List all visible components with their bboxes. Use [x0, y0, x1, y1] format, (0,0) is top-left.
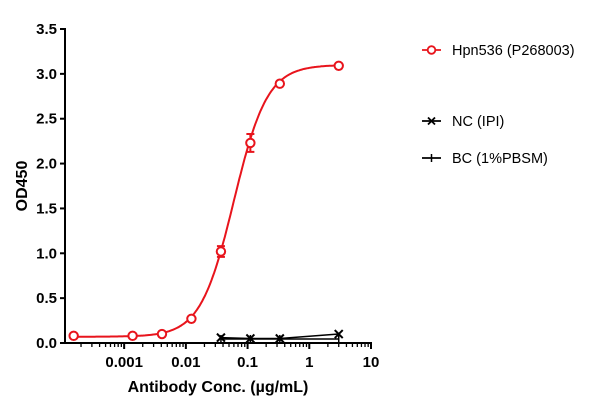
- x-tick-label: 1: [305, 354, 313, 371]
- y-tick-label: 1.0: [36, 245, 57, 262]
- x-tick-label: 0.1: [237, 354, 258, 371]
- legend-label: NC (IPI): [452, 114, 504, 130]
- y-axis-label: OD450: [14, 161, 31, 212]
- fit-curve-hpn536: [73, 64, 339, 338]
- y-tick-label: 3.5: [36, 21, 57, 38]
- y-tick-label: 2.5: [36, 111, 57, 128]
- legend-label: Hpn536 (P268003): [452, 43, 575, 59]
- hpn536-data-point: [156, 328, 168, 340]
- y-tick-label: 1.5: [36, 200, 57, 217]
- nc-x-marker: [334, 329, 344, 339]
- y-tick-label: 0.0: [36, 335, 57, 352]
- nc-x-marker: [275, 333, 285, 344]
- x-tick-label: 0.01: [171, 354, 200, 371]
- hpn536-data-point: [245, 137, 256, 149]
- x-axis-label: Antibody Conc. (µg/mL): [128, 379, 309, 396]
- x-tick-label: 0.001: [105, 354, 143, 371]
- hpn536-data-point: [68, 330, 79, 342]
- hpn536-data-point: [186, 313, 197, 324]
- axes: 0.0 0.5 1.0 1.5 2.0 2.5 3.0 3.5 0.001 0.01 0.1 1 10: [36, 21, 379, 371]
- y-tick-label: 0.5: [36, 290, 57, 307]
- hpn536-data-point: [215, 246, 227, 257]
- y-tick-label: 2.0: [36, 156, 57, 173]
- nc-line: [220, 333, 339, 340]
- nc-x-marker: [216, 332, 226, 343]
- legend-x-marker: [427, 116, 436, 126]
- hpn536-data-point: [127, 330, 138, 342]
- x-tick-label: 10: [363, 354, 380, 371]
- nc-x-marker: [245, 333, 256, 344]
- hpn536-data-point: [274, 78, 286, 89]
- plot-area: [68, 60, 344, 344]
- legend-label: BC (1%PBSM): [452, 151, 548, 167]
- legend: Hpn536 (P268003) NC (IPI) BC (1%PBSM): [422, 43, 575, 167]
- y-tick-label: 3.0: [36, 66, 57, 83]
- legend-circle-marker: [426, 45, 437, 55]
- hpn536-data-point: [333, 60, 344, 71]
